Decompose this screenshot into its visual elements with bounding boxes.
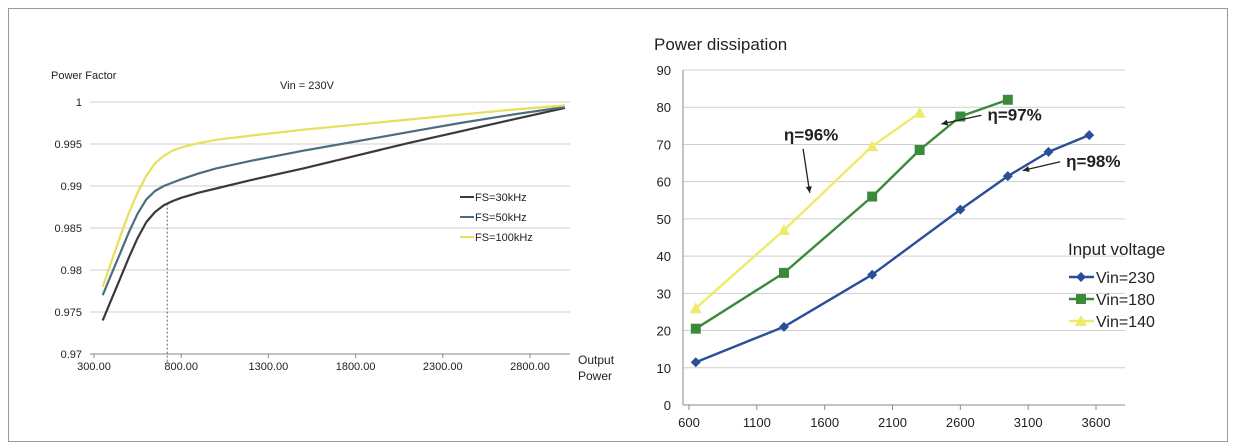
- pd-data-point: [777, 224, 790, 236]
- pd-y-tick-label: 60: [657, 175, 671, 190]
- pd-data-point: [1002, 94, 1013, 105]
- pf-x-tick-label: 800.00: [164, 361, 198, 373]
- pd-legend-title: Input voltage: [1068, 240, 1165, 259]
- pd-data-point: [914, 145, 925, 156]
- pd-legend-label: Vin=230: [1096, 270, 1155, 287]
- pd-data-point: [913, 106, 926, 118]
- pd-data-point: [690, 357, 701, 368]
- pd-title: Power dissipation: [654, 35, 787, 54]
- pf-series-line-2: [101, 105, 566, 296]
- pd-y-tick-label: 40: [657, 249, 671, 264]
- pd-annotation-arrow: [802, 148, 811, 193]
- pf-y-tick-label: 0.975: [54, 307, 82, 319]
- pf-y-tick-label: 0.98: [61, 265, 82, 277]
- pd-y-tick-label: 70: [657, 137, 671, 152]
- pf-y-tick-label: 1: [76, 97, 82, 109]
- pd-legend-marker: [1076, 294, 1086, 304]
- pd-y-tick-label: 90: [657, 63, 671, 78]
- pd-x-tick-label: 1100: [743, 415, 771, 430]
- pd-x-tick-label: 600: [678, 415, 700, 430]
- pf-x-tick-label: 300.00: [77, 361, 111, 373]
- pd-data-point: [1084, 130, 1095, 141]
- pd-x-tick-label: 2100: [878, 415, 907, 430]
- figure-frame: [8, 8, 1228, 442]
- pd-y-tick-label: 20: [657, 324, 671, 339]
- pd-x-tick-label: 1600: [810, 415, 839, 430]
- pd-annotation-arrow: [941, 114, 982, 125]
- pf-xlabel-line1: Output: [578, 353, 615, 367]
- pd-data-point: [867, 269, 878, 280]
- pd-legend-label: Vin=140: [1096, 314, 1155, 331]
- pd-data-point: [778, 267, 789, 278]
- pd-x-tick-label: 3100: [1014, 415, 1043, 430]
- pd-efficiency-label: η=97%: [987, 105, 1041, 124]
- pf-x-tick-label: 1300.00: [249, 361, 289, 373]
- pf-x-tick-label: 2300.00: [423, 361, 463, 373]
- pf-legend-label: FS=50kHz: [475, 212, 527, 224]
- pf-legend-label: FS=100kHz: [475, 232, 533, 244]
- pd-annotation-arrowhead: [941, 119, 949, 126]
- pd-y-tick-label: 30: [657, 286, 671, 301]
- pd-y-tick-label: 50: [657, 212, 671, 227]
- pf-vin-annotation: Vin = 230V: [280, 80, 335, 92]
- pf-y-tick-label: 0.995: [54, 139, 82, 151]
- pd-data-point: [955, 204, 966, 215]
- pf-ylabel: Power Factor: [51, 70, 117, 82]
- pd-y-tick-label: 10: [657, 361, 671, 376]
- pd-y-tick-label: 80: [657, 100, 671, 115]
- pf-series-line-1: [101, 106, 566, 321]
- pf-y-tick-label: 0.99: [61, 181, 82, 193]
- pd-y-tick-label: 0: [664, 398, 671, 413]
- pd-x-tick-label: 2600: [946, 415, 975, 430]
- pd-annotation-arrowhead: [1022, 166, 1030, 173]
- pd-efficiency-label: η=98%: [1066, 152, 1120, 171]
- pd-data-point: [1043, 146, 1054, 157]
- pd-data-point: [689, 302, 702, 314]
- pd-data-point: [866, 140, 879, 152]
- power-dissipation-chart: Power dissipation 0 10 20 30 40 50 60 70 80 90 600…: [654, 35, 1165, 430]
- pd-annotation-arrowhead: [805, 186, 812, 193]
- pd-data-point: [1002, 171, 1013, 182]
- pf-legend-label: FS=30kHz: [475, 192, 527, 204]
- pd-series-line-2: [695, 98, 1009, 330]
- pf-y-tick-label: 0.985: [54, 223, 82, 235]
- pd-data-point: [955, 111, 966, 122]
- pd-legend-marker: [1076, 272, 1086, 282]
- pd-data-point: [867, 191, 878, 202]
- pd-series-line-3: [695, 111, 921, 310]
- pd-x-tick-label: 3600: [1082, 415, 1111, 430]
- pd-efficiency-label: η=96%: [784, 126, 838, 145]
- pd-legend-label: Vin=180: [1096, 292, 1155, 309]
- pf-y-tick-label: 0.97: [61, 349, 82, 361]
- pf-series-line-3: [101, 104, 565, 288]
- pd-data-point: [690, 323, 701, 334]
- pf-x-tick-label: 2800.00: [510, 361, 550, 373]
- pd-data-point: [778, 321, 789, 332]
- pf-x-tick-label: 1800.00: [336, 361, 376, 373]
- pf-xlabel-line2: Power: [578, 369, 612, 383]
- pd-annotation-arrow: [1022, 161, 1061, 172]
- power-factor-chart: Power Factor Vin = 230V Output Power 0.9…: [51, 70, 615, 383]
- pd-legend-marker: [1075, 315, 1087, 326]
